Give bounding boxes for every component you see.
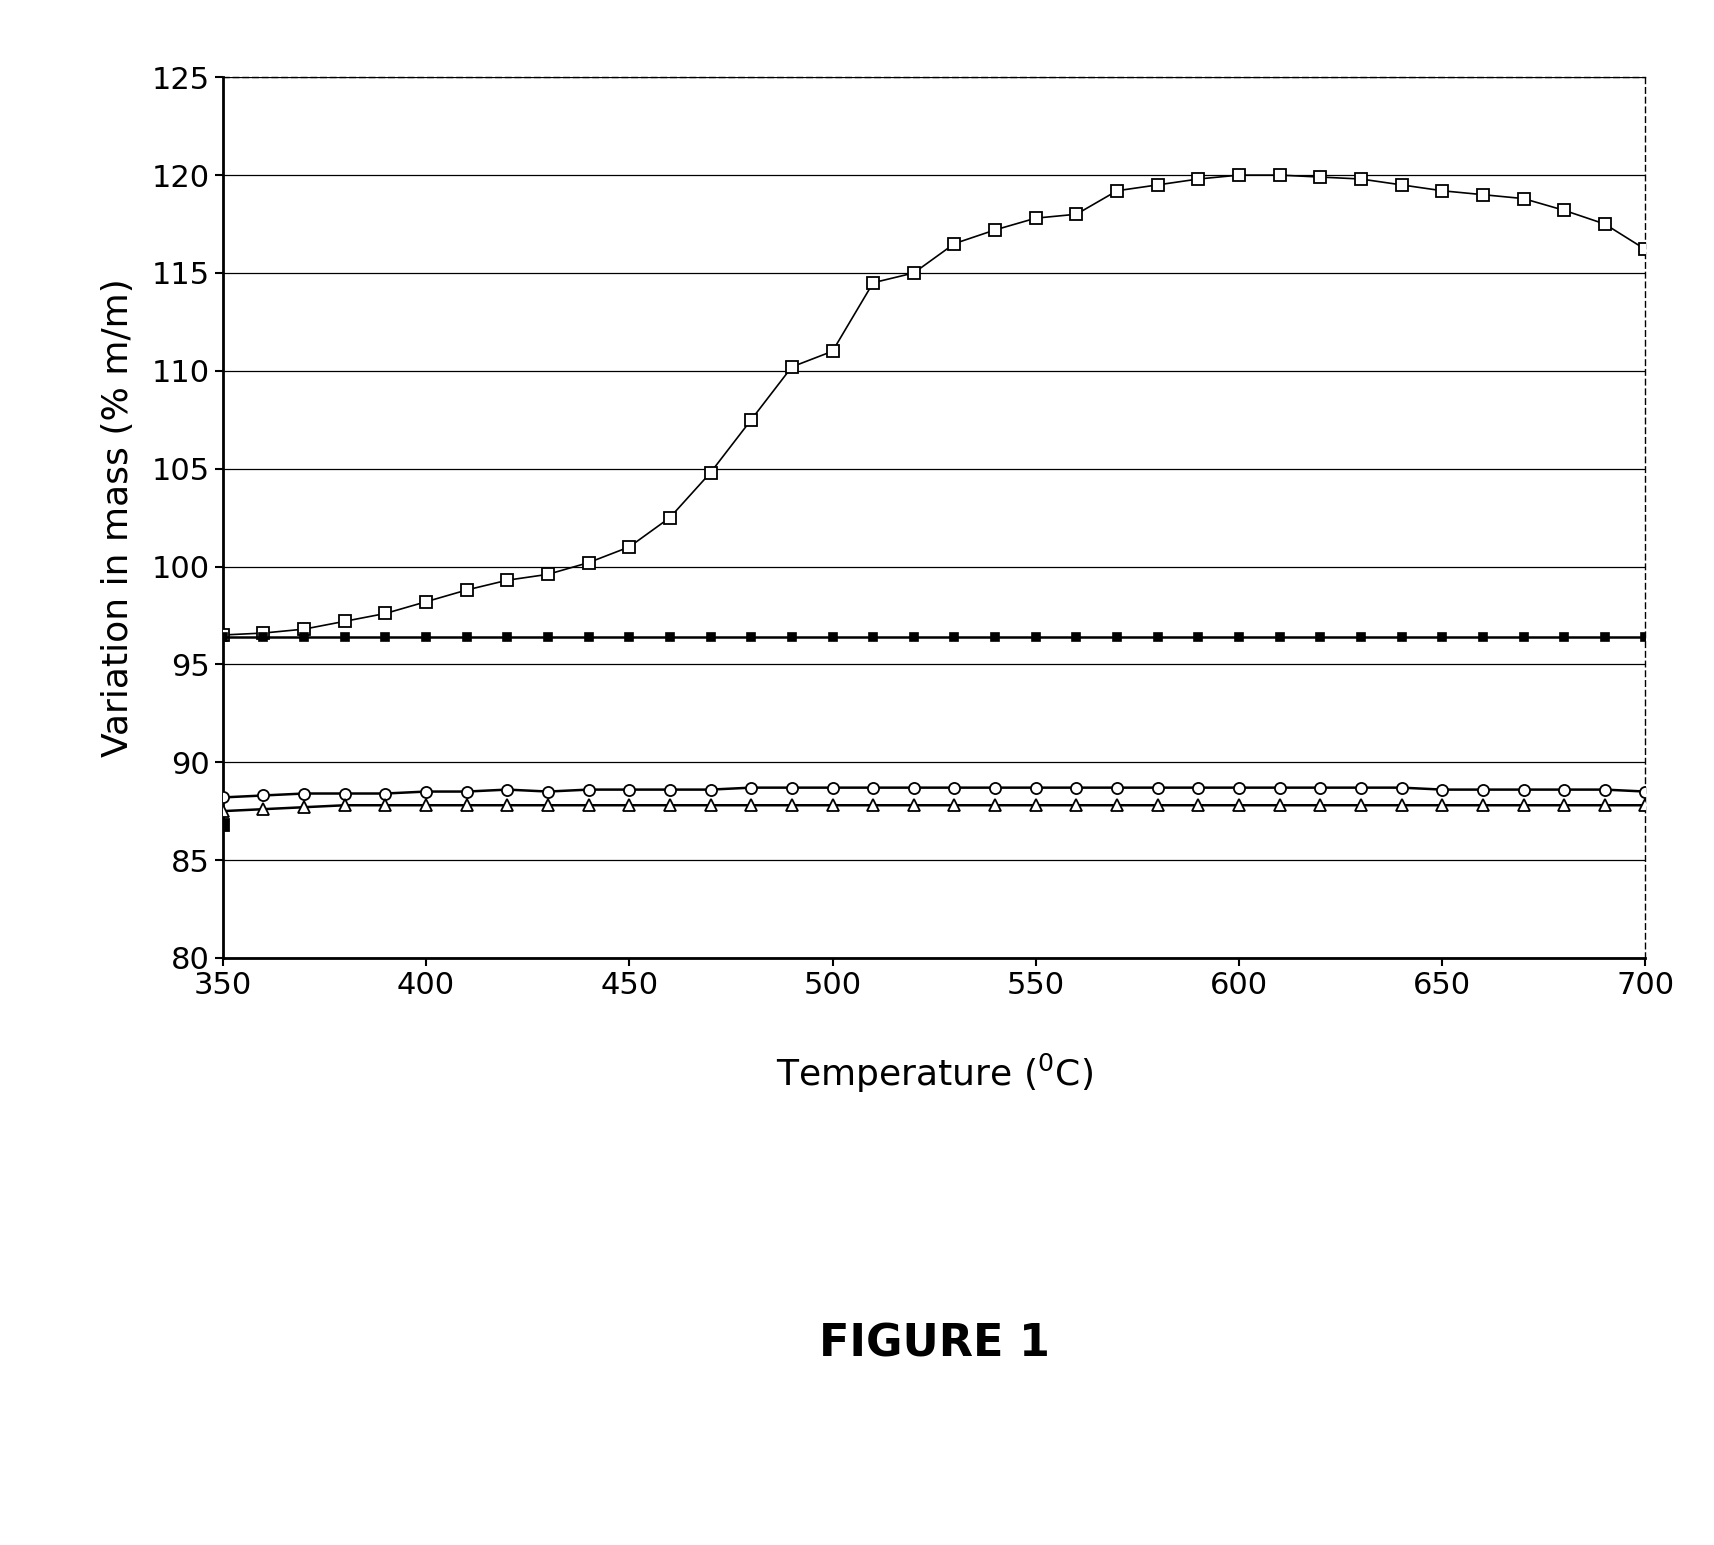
Text: Temperature ($^{0}$C): Temperature ($^{0}$C) — [776, 1052, 1092, 1095]
Y-axis label: Variation in mass (% m/m): Variation in mass (% m/m) — [101, 278, 135, 757]
Text: FIGURE 1: FIGURE 1 — [819, 1323, 1049, 1366]
